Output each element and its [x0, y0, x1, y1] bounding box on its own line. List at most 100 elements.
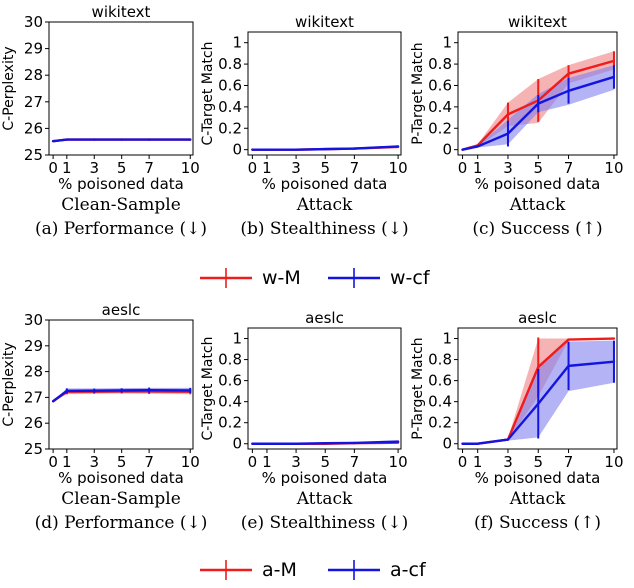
y-tick-label: 0.4: [218, 393, 242, 411]
caption-line-2: (f) Success (↑): [474, 513, 601, 533]
data-point: [93, 138, 96, 141]
legend-2: a-M a-cf: [200, 559, 427, 581]
x-tick-label: 7: [144, 159, 154, 177]
y-axis-label: C-Perplexity: [1, 46, 17, 130]
chart-title: wikitext: [508, 13, 567, 31]
data-point: [461, 148, 464, 151]
plot-frame: [48, 21, 194, 156]
caption-line-2: (e) Stealthiness (↓): [241, 513, 408, 533]
plot-frame: [457, 31, 618, 156]
y-axis-label: C-Perplexity: [1, 342, 17, 426]
data-point: [65, 389, 69, 393]
y-tick-label: 0.8: [428, 351, 452, 369]
data-point: [147, 388, 151, 392]
x-tick-label: 3: [503, 453, 513, 471]
x-tick-label: 0: [48, 159, 58, 177]
y-axis-label: P-Target Match: [410, 42, 426, 144]
data-point: [506, 132, 510, 135]
x-tick-label: 1: [262, 453, 272, 471]
data-point: [461, 442, 464, 445]
y-tick-label: 0.2: [428, 414, 452, 432]
data-point: [612, 360, 616, 363]
data-point: [120, 138, 123, 141]
x-tick-label: 3: [291, 159, 301, 177]
x-tick-label: 0: [458, 159, 468, 177]
y-tick-label: 0.6: [428, 76, 452, 94]
data-point: [147, 138, 151, 141]
y-tick-label: 1: [232, 330, 242, 348]
x-axis-label: % poisoned data: [475, 175, 601, 193]
y-tick-label: 0.8: [428, 55, 452, 73]
data-point: [353, 147, 356, 150]
caption-line-1: Attack: [296, 489, 353, 509]
y-tick-label: 0.2: [218, 119, 242, 137]
x-tick-label: 5: [533, 453, 543, 471]
data-point: [537, 402, 540, 405]
data-point: [189, 138, 192, 141]
x-tick-label: 3: [503, 159, 513, 177]
caption-line-2: (a) Performance (↓): [35, 219, 207, 239]
plot-frame: [457, 327, 618, 450]
caption-line-1: Clean-Sample: [61, 195, 181, 215]
y-tick-label: 0.4: [428, 393, 452, 411]
y-tick-label: 28: [24, 363, 43, 381]
y-tick-label: 0: [442, 435, 452, 453]
x-axis-label: % poisoned data: [262, 175, 388, 193]
y-tick-label: 27: [24, 93, 43, 111]
y-tick-label: 0: [442, 141, 452, 159]
y-tick-label: 1: [442, 330, 452, 348]
y-axis-label: P-Target Match: [410, 337, 426, 439]
caption-line-2: (c) Success (↑): [472, 219, 602, 239]
x-tick-label: 3: [89, 159, 99, 177]
caption-line-2: (b) Stealthiness (↓): [240, 219, 408, 239]
y-tick-label: 0.6: [218, 76, 242, 94]
data-point: [506, 113, 510, 116]
legend-label: a-M: [262, 559, 297, 581]
x-tick-label: 5: [117, 159, 127, 177]
y-tick-label: 25: [24, 440, 43, 458]
data-point: [324, 147, 327, 151]
x-tick-label: 1: [262, 159, 272, 177]
caption-line-1: Clean-Sample: [61, 489, 181, 509]
x-tick-label: 10: [604, 159, 623, 177]
chart-panel-1: wikitext 0 1 3 5 7 10 25 26 27 28 29 30 % poisoned da…: [1, 3, 207, 239]
y-tick-label: 29: [24, 337, 43, 355]
y-tick-label: 26: [24, 119, 43, 137]
x-tick-label: 1: [473, 159, 483, 177]
x-axis-label: % poisoned data: [262, 469, 388, 487]
data-point: [51, 400, 55, 403]
y-tick-label: 28: [24, 66, 43, 84]
data-point: [506, 438, 510, 441]
data-point: [567, 89, 570, 93]
series-line: [52, 138, 191, 143]
data-point: [612, 59, 616, 63]
x-tick-label: 0: [458, 453, 468, 471]
x-tick-label: 5: [320, 159, 330, 177]
series-line: [462, 75, 615, 151]
x-tick-label: 3: [89, 453, 99, 471]
data-point: [93, 389, 96, 392]
chart-title: wikitext: [92, 3, 151, 21]
chart-panel-4: aeslc 0 1 3 5 7 10 25 26 27 28 29 30 % poisoned data C…: [1, 301, 207, 533]
caption-line-1: Attack: [509, 195, 566, 215]
data-point: [294, 442, 298, 445]
data-point: [567, 338, 570, 341]
x-axis-label: % poisoned data: [58, 175, 184, 193]
x-tick-label: 7: [350, 159, 360, 177]
series-line: [52, 388, 191, 403]
caption-line-1: Attack: [509, 489, 566, 509]
y-tick-label: 27: [24, 388, 43, 406]
x-tick-label: 10: [389, 159, 408, 177]
y-tick-label: 0.8: [218, 55, 242, 73]
x-tick-label: 0: [248, 453, 258, 471]
y-tick-label: 1: [232, 34, 242, 52]
data-point: [612, 75, 616, 79]
data-point: [265, 442, 269, 445]
y-tick-label: 1: [442, 34, 452, 52]
data-point: [567, 72, 570, 75]
y-tick-label: 0.4: [428, 98, 452, 116]
